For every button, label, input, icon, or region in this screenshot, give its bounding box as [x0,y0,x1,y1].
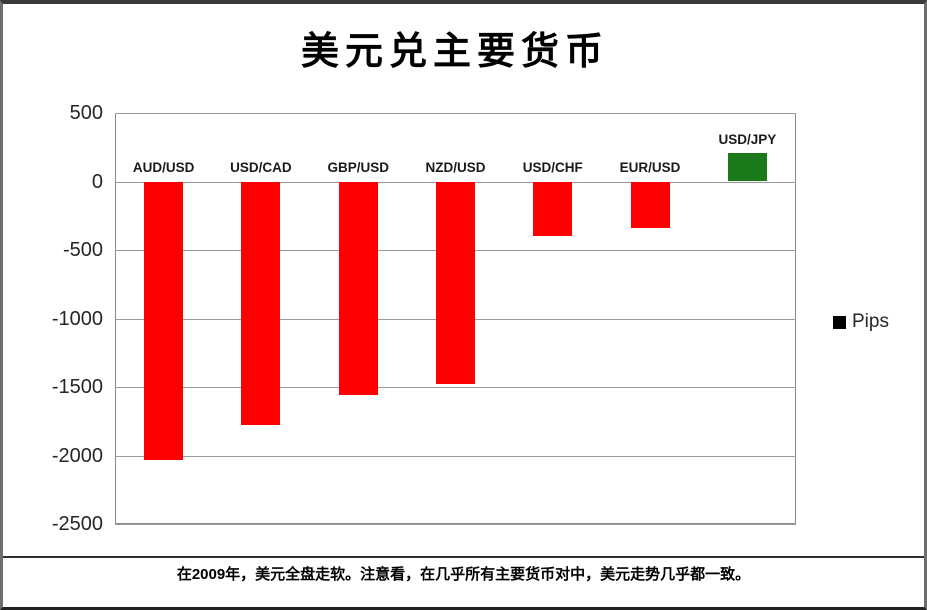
y-axis-tick-label: -2000 [51,444,103,467]
bar-usd-cad [241,181,281,426]
gridline--2500 [115,524,796,525]
y-axis-tick-label: 0 [91,170,103,193]
legend-series-marker-icon [833,315,846,329]
category-label-eur-usd: EUR/USD [619,159,681,175]
bar-eur-usd [630,181,670,229]
legend: Pips [833,311,889,333]
bar-usd-jpy [727,152,767,182]
chart-caption: 在2009年，美元全盘走软。注意看，在几乎所有主要货币对中，美元走势几乎都一致。 [176,566,751,583]
category-label-usd-jpy: USD/JPY [718,131,777,147]
category-label-aud-usd: AUD/USD [132,159,195,175]
category-label-nzd-usd: NZD/USD [425,159,486,175]
y-axis-tick-label: -1000 [51,307,103,330]
bar-aud-usd [144,181,184,460]
category-label-usd-cad: USD/CAD [230,159,292,175]
caption-divider [0,556,927,558]
gridline--1500 [115,387,796,388]
y-axis-tick-label: -2500 [51,513,103,535]
gridline--2000 [115,455,796,457]
gridline-500 [115,113,796,114]
bar-gbp-usd [338,181,378,396]
category-label-gbp-usd: GBP/USD [327,159,389,175]
bar-nzd-usd [436,181,475,385]
category-label-usd-chf: USD/CHF [522,159,583,175]
y-axis-tick-label: -1500 [51,376,103,398]
y-axis-tick-label: 500 [69,102,103,124]
bar-usd-chf [533,181,573,237]
chart-title: 美元兑主要货币 [300,28,609,73]
y-axis-tick-label: -500 [62,239,103,261]
legend-series-label: Pips [852,311,889,332]
